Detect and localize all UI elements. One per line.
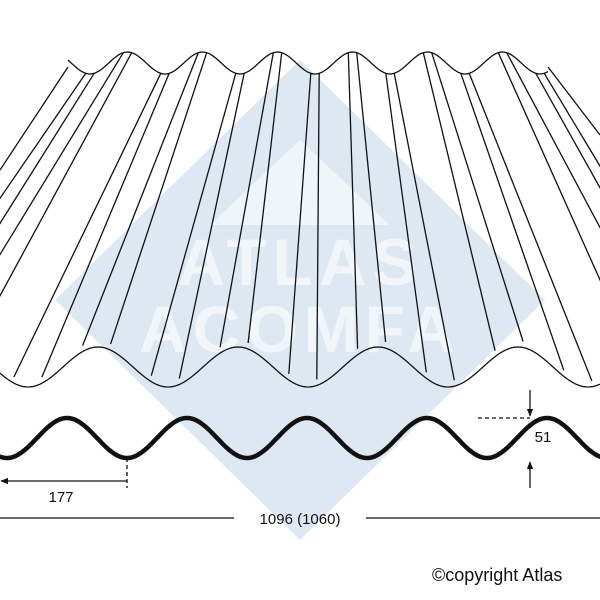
sheet-perspective — [0, 51, 600, 388]
sheet-front-edge — [0, 346, 600, 388]
watermark-inner-diamond — [210, 140, 390, 225]
watermark-line-1: ATLAS — [177, 225, 422, 299]
sheet-corrugation-line — [247, 52, 283, 344]
sheet-corrugation-line — [356, 52, 387, 343]
sheet-corrugation-line — [422, 52, 496, 351]
sheet-profile — [0, 415, 600, 461]
sheet-corrugation-line — [178, 73, 245, 379]
sheet-corrugation-line — [543, 72, 600, 168]
sheet-corrugation-line — [431, 52, 524, 342]
pitch-label: 177 — [48, 489, 73, 506]
overall-width-label: 1096 (1060) — [260, 511, 341, 528]
sheet-right-edge — [547, 66, 600, 136]
sheet-corrugation-line — [81, 52, 199, 346]
sheet-corrugation-line — [109, 52, 208, 345]
sheet-corrugation-line — [219, 52, 274, 348]
sheet-corrugation-line — [41, 73, 170, 378]
sheet-corrugation-line — [0, 72, 95, 225]
sheet-corrugation-line — [288, 73, 312, 375]
sheet-corrugation-line — [316, 73, 320, 380]
sheet-corrugation-line — [393, 73, 455, 381]
sheet-corrugation-line — [347, 52, 359, 349]
sheet-corrugation-line — [468, 73, 593, 381]
sheet-corrugation-line — [385, 73, 427, 373]
watermark-line-2: ACOMFA — [139, 292, 461, 366]
watermark: ATLAS ACOMFA — [55, 60, 545, 540]
sheet-left-edge — [0, 66, 69, 171]
depth-label: 51 — [535, 429, 552, 446]
sheet-corrugation-line — [150, 73, 237, 376]
pitch-dimension — [0, 458, 128, 488]
sheet-corrugation-line — [0, 72, 87, 200]
sheet-corrugation-line — [506, 52, 600, 229]
sheet-corrugation-line — [460, 73, 565, 371]
sheet-corrugation-line — [0, 52, 124, 256]
sheet-corrugation-line — [0, 52, 133, 298]
copyright-text: ©copyright Atlas — [432, 565, 563, 585]
depth-dimension — [478, 390, 534, 488]
sheet-corrugation-line — [13, 73, 162, 378]
sheet-corrugation-line — [535, 72, 600, 190]
sheet-back-edge — [67, 51, 549, 75]
sheet-corrugation-line — [497, 52, 600, 282]
